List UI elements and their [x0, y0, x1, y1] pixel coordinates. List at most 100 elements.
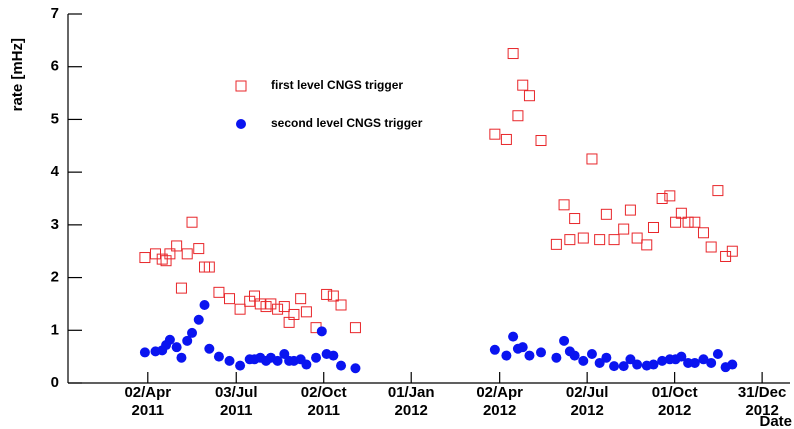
point — [160, 255, 172, 267]
point — [254, 298, 266, 310]
point — [311, 352, 322, 363]
x-tick-label: 02/Oct — [301, 384, 347, 401]
point — [698, 354, 709, 365]
point — [625, 354, 636, 365]
legend-marker — [236, 119, 246, 129]
point — [569, 213, 581, 225]
point — [249, 290, 261, 302]
point — [712, 349, 723, 360]
x-tick-label: 01/Jan — [388, 384, 435, 401]
point — [203, 261, 215, 273]
point — [301, 359, 312, 370]
point — [689, 216, 701, 228]
point — [641, 239, 653, 251]
point — [176, 352, 187, 363]
point — [321, 288, 333, 300]
point — [569, 350, 580, 361]
y-tick-label: 4 — [51, 163, 60, 180]
y-axis-label: rate [mHz] — [9, 38, 26, 111]
point — [656, 193, 668, 204]
point — [618, 223, 630, 235]
point — [213, 286, 225, 298]
point — [536, 347, 547, 358]
point — [350, 363, 361, 374]
point — [712, 185, 724, 197]
x-tick-label: 2012 — [745, 402, 778, 419]
point — [657, 355, 668, 366]
point — [171, 342, 182, 353]
point — [682, 216, 694, 228]
x-tick-label: 02/Apr — [124, 384, 171, 401]
point — [523, 90, 535, 102]
legend: first level CNGS trigger second level CNG… — [212, 67, 447, 148]
x-tick-label: 2012 — [395, 402, 428, 419]
y-tick-label: 5 — [51, 110, 59, 127]
point — [535, 135, 547, 147]
point — [524, 350, 535, 361]
point — [727, 359, 738, 370]
point — [501, 350, 512, 361]
point — [199, 299, 210, 310]
point — [601, 352, 612, 363]
point — [706, 357, 717, 368]
point — [726, 245, 738, 257]
point — [609, 361, 620, 372]
point — [508, 331, 519, 342]
point — [594, 234, 606, 246]
point — [349, 322, 361, 334]
point — [328, 350, 339, 361]
point — [559, 335, 570, 346]
point — [664, 190, 676, 202]
point — [295, 293, 307, 305]
point — [272, 355, 283, 366]
point — [164, 334, 175, 345]
point — [224, 293, 236, 305]
point — [186, 216, 198, 228]
point — [705, 241, 717, 253]
x-tick-label: 2012 — [483, 402, 516, 419]
point — [193, 243, 205, 255]
point — [234, 303, 246, 315]
point — [327, 290, 339, 302]
point — [300, 306, 312, 318]
y-tick-label: 3 — [51, 216, 59, 233]
y-tick-label: 0 — [51, 374, 59, 391]
point — [594, 357, 605, 368]
point — [578, 355, 589, 366]
point — [697, 227, 709, 239]
point — [235, 360, 246, 371]
point — [689, 357, 700, 368]
point — [586, 349, 597, 360]
point — [632, 359, 643, 370]
point — [550, 238, 562, 250]
point — [500, 133, 512, 145]
y-tick-label: 1 — [51, 321, 59, 338]
point — [512, 110, 524, 122]
point — [187, 327, 198, 338]
point — [675, 207, 687, 219]
legend-label: second level CNGS trigger — [271, 116, 423, 130]
x-tick-label: 2011 — [132, 402, 165, 419]
point — [182, 335, 193, 346]
point — [224, 355, 235, 366]
point — [336, 360, 347, 371]
point — [139, 252, 151, 264]
x-tick-label: 31/Dec — [738, 384, 786, 401]
point — [647, 221, 659, 233]
x-tick-label: 2012 — [658, 402, 691, 419]
point — [193, 314, 204, 325]
x-tick-label: 2012 — [570, 402, 603, 419]
point — [316, 326, 327, 337]
point — [164, 248, 176, 260]
y-tick-label: 2 — [51, 269, 59, 286]
point — [600, 208, 612, 220]
x-tick-label: 02/Jul — [566, 384, 609, 401]
point — [181, 248, 193, 260]
point — [517, 342, 528, 353]
point — [213, 351, 224, 362]
legend-marker — [235, 80, 247, 92]
legend-label: first level CNGS trigger — [271, 78, 403, 92]
point — [175, 282, 187, 294]
point — [139, 347, 150, 358]
